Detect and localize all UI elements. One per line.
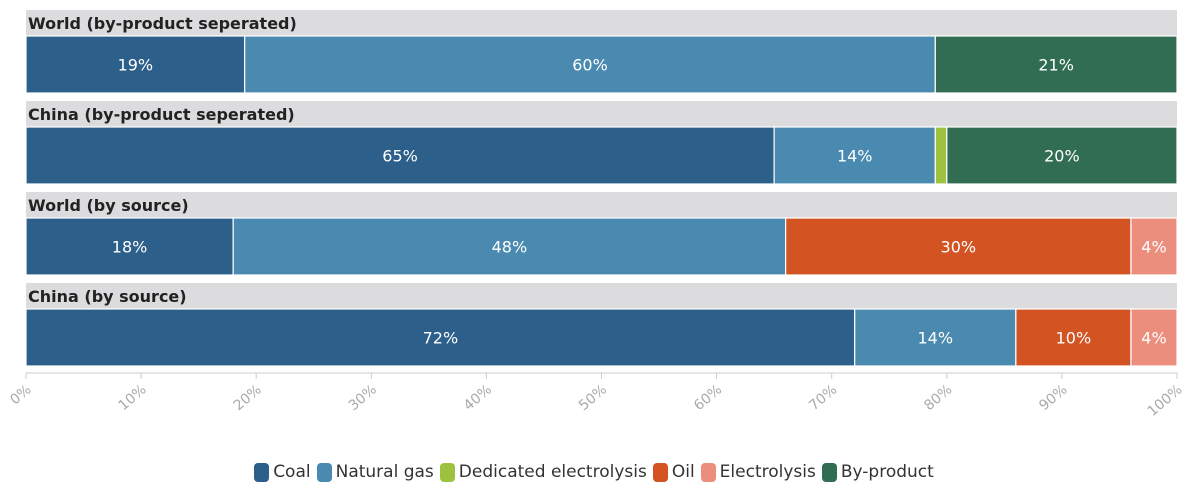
data-label-oil-3: 10% [1056,329,1092,348]
data-label-natural-gas-0: 60% [572,56,608,75]
legend-item-coal[interactable]: Coal [254,462,311,482]
x-tick-label-10: 100% [1145,382,1186,420]
bar-dedicated-electrolysis-1 [934,126,948,185]
x-tick-label-3: 30% [346,382,380,414]
legend-label-natural-gas: Natural gas [335,462,434,482]
bar-by-product-0 [934,35,1178,94]
bar-electrolysis-3 [1130,308,1178,367]
legend-label-electrolysis: Electrolysis [719,462,816,482]
x-tick-label-6: 60% [691,382,725,414]
x-tick-label-4: 40% [461,382,495,414]
data-label-coal-0: 19% [118,56,154,75]
data-label-natural-gas-1: 14% [837,147,873,166]
legend-item-oil[interactable]: Oil [652,462,695,482]
bar-coal-3 [25,308,856,367]
x-tick-label-8: 80% [921,382,955,414]
legend-swatch-oil [652,462,668,482]
legend-swatch-by-product [821,462,837,482]
legend-item-dedicated-electrolysis[interactable]: Dedicated electrolysis [439,462,647,482]
data-label-natural-gas-3: 14% [918,329,954,348]
bar-electrolysis-2 [1130,217,1178,276]
category-label-0: World (by-product seperated) [28,14,297,33]
bar-natural-gas-1 [773,126,936,185]
x-tick-label-1: 10% [116,382,150,414]
data-label-electrolysis-3: 4% [1141,329,1166,348]
data-label-by-product-1: 20% [1044,147,1080,166]
x-tick-label-9: 90% [1036,382,1070,414]
bar-natural-gas-0 [244,35,936,94]
data-label-coal-2: 18% [112,238,148,257]
bar-oil-2 [785,217,1132,276]
bar-natural-gas-2 [232,217,787,276]
bar-coal-0 [25,35,246,94]
chart-legend: Coal Natural gas Dedicated electrolysis Oil… [0,460,1188,484]
bar-natural-gas-3 [854,308,1017,367]
legend-label-oil: Oil [671,462,695,482]
category-label-2: World (by source) [28,196,189,215]
data-label-by-product-0: 21% [1038,56,1074,75]
bar-coal-1 [25,126,775,185]
legend-swatch-coal [254,462,270,482]
x-tick-label-7: 70% [806,382,840,414]
x-tick-label-0: 0% [7,382,34,409]
legend-label-by-product: By-product [840,462,934,482]
data-label-coal-3: 72% [423,329,459,348]
x-tick-label-5: 50% [576,382,610,414]
data-label-electrolysis-2: 4% [1141,238,1166,257]
legend-item-by-product[interactable]: By-product [821,462,934,482]
bar-by-product-1 [946,126,1178,185]
bar-coal-2 [25,217,234,276]
legend-label-coal: Coal [273,462,311,482]
legend-swatch-natural-gas [316,462,332,482]
category-label-3: China (by source) [28,287,187,306]
data-label-oil-2: 30% [941,238,977,257]
x-tick-label-2: 20% [231,382,265,414]
legend-swatch-electrolysis [700,462,716,482]
bar-oil-3 [1015,308,1132,367]
category-label-1: China (by-product seperated) [28,105,295,124]
legend-swatch-dedicated-electrolysis [439,462,455,482]
data-label-coal-1: 65% [382,147,418,166]
legend-label-dedicated-electrolysis: Dedicated electrolysis [458,462,647,482]
legend-item-natural-gas[interactable]: Natural gas [316,462,434,482]
legend-item-electrolysis[interactable]: Electrolysis [700,462,816,482]
stacked-bar-chart: World (by-product seperated) 19% 60% 21% Chi… [7,10,1186,420]
data-label-natural-gas-2: 48% [492,238,528,257]
